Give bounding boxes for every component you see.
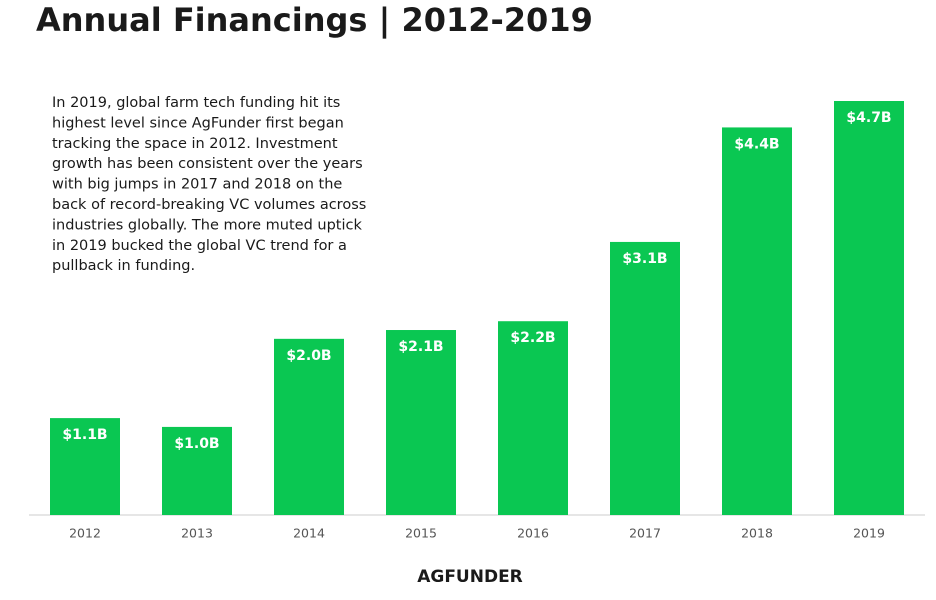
x-tick-label: 2016 — [517, 526, 549, 541]
annotation-line: in 2019 bucked the global VC trend for a — [52, 238, 347, 254]
annotation-line: pullback in funding. — [52, 258, 195, 274]
chart-title: Annual Financings | 2012-2019 — [36, 1, 593, 40]
annotation-line: growth has been consistent over the year… — [52, 156, 363, 172]
bar — [834, 101, 904, 515]
value-label: $1.1B — [62, 427, 107, 443]
x-tick-label: 2019 — [853, 526, 885, 541]
annotation-line: back of record-breaking VC volumes acros… — [52, 197, 366, 213]
annotation-line: highest level since AgFunder first began — [52, 115, 344, 131]
value-label: $2.2B — [510, 330, 555, 346]
annotation-line: with big jumps in 2017 and 2018 on the — [52, 177, 342, 193]
x-tick-label: 2017 — [629, 526, 661, 541]
x-tick-label: 2012 — [69, 526, 101, 541]
logo: AGFUNDER — [417, 567, 523, 587]
x-tick-label: 2013 — [181, 526, 213, 541]
bar — [162, 426, 232, 515]
value-label: $1.0B — [174, 436, 219, 452]
bar — [610, 241, 680, 516]
bar — [722, 127, 792, 515]
bar — [386, 330, 456, 515]
annotation-line: tracking the space in 2012. Investment — [52, 136, 338, 152]
bar — [50, 418, 120, 515]
value-label: $2.1B — [398, 339, 443, 355]
bar — [274, 338, 344, 515]
value-label: $4.7B — [846, 110, 891, 126]
annotation-line: industries globally. The more muted upti… — [52, 217, 362, 233]
bar — [498, 321, 568, 515]
x-tick-label: 2018 — [741, 526, 773, 541]
value-label: $2.0B — [286, 348, 331, 364]
x-tick-label: 2014 — [293, 526, 325, 541]
annotation-line: In 2019, global farm tech funding hit it… — [52, 95, 340, 111]
value-label: $3.1B — [622, 251, 667, 267]
value-label: $4.4B — [734, 136, 779, 152]
x-tick-label: 2015 — [405, 526, 437, 541]
